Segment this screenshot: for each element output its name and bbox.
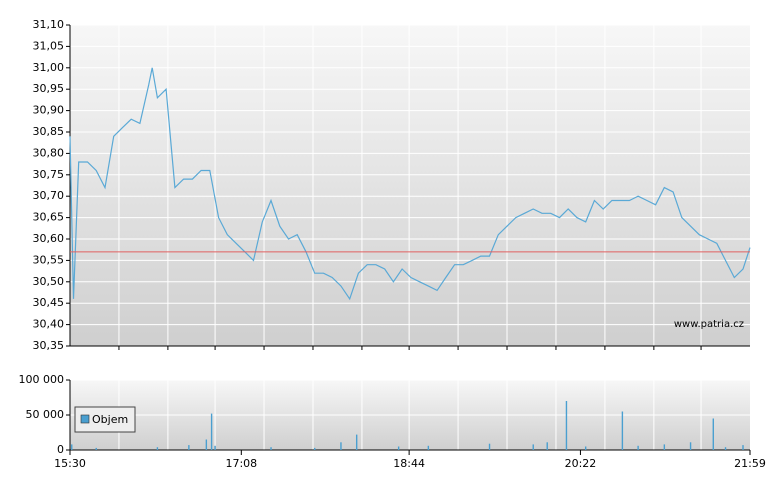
y-tick-label: 30,50 [33, 275, 65, 288]
price-line [69, 67, 751, 301]
volume-bar [689, 442, 692, 450]
y-tick-label: 30,80 [33, 146, 65, 159]
y-tick-label: 30,75 [33, 168, 65, 181]
legend-swatch [80, 414, 90, 424]
x-tick-label: 20:22 [565, 457, 597, 470]
volume-bar [156, 447, 159, 450]
volume-bar [95, 447, 97, 450]
y-tick-label: 30,65 [33, 211, 65, 224]
volume-bar [584, 446, 587, 450]
price-panel [70, 25, 750, 346]
volume-bar [210, 413, 213, 450]
volume-bar [621, 411, 624, 450]
volume-bar [488, 443, 491, 450]
volume-bar [724, 447, 727, 450]
y-tick-label: 30,95 [33, 82, 65, 95]
volume-bar [427, 445, 430, 450]
y-tick-label: 50 000 [26, 408, 65, 421]
volume-bar [340, 442, 342, 450]
volume-bar [314, 447, 316, 450]
y-tick-label: 30,70 [33, 189, 65, 202]
y-tick-label: 30,45 [33, 296, 65, 309]
volume-bar [546, 442, 548, 450]
y-tick-label: 100 000 [19, 373, 65, 386]
legend-label: Objem [92, 413, 128, 426]
y-tick-label: 31,05 [33, 39, 65, 52]
volume-bar [188, 445, 190, 450]
x-tick-label: 21:59 [734, 457, 766, 470]
volume-bar [532, 444, 534, 450]
volume-bar [397, 446, 400, 450]
volume-bar [742, 445, 744, 450]
y-tick-label: 30,90 [33, 104, 65, 117]
volume-bar [637, 445, 639, 450]
volume-bar [712, 418, 714, 450]
x-tick-label: 18:44 [393, 457, 425, 470]
volume-bar [355, 434, 358, 450]
y-tick-label: 31,10 [33, 18, 65, 31]
y-tick-label: 31,00 [33, 61, 65, 74]
y-tick-label: 30,40 [33, 318, 65, 331]
volume-bar [663, 444, 666, 450]
volume-bar [205, 439, 208, 450]
x-tick-label: 15:30 [54, 457, 86, 470]
volume-bar [214, 445, 216, 450]
x-tick-label: 17:08 [225, 457, 257, 470]
legend: Objem [74, 406, 136, 433]
y-tick-label: 0 [57, 443, 64, 456]
y-tick-label: 30,55 [33, 253, 65, 266]
watermark: www.patria.cz [674, 319, 744, 330]
y-tick-label: 30,35 [33, 339, 65, 352]
y-tick-label: 30,85 [33, 125, 65, 138]
volume-bar [270, 447, 272, 450]
y-tick-label: 30,60 [33, 232, 65, 245]
volume-bar [71, 444, 73, 450]
volume-bar [565, 401, 568, 450]
